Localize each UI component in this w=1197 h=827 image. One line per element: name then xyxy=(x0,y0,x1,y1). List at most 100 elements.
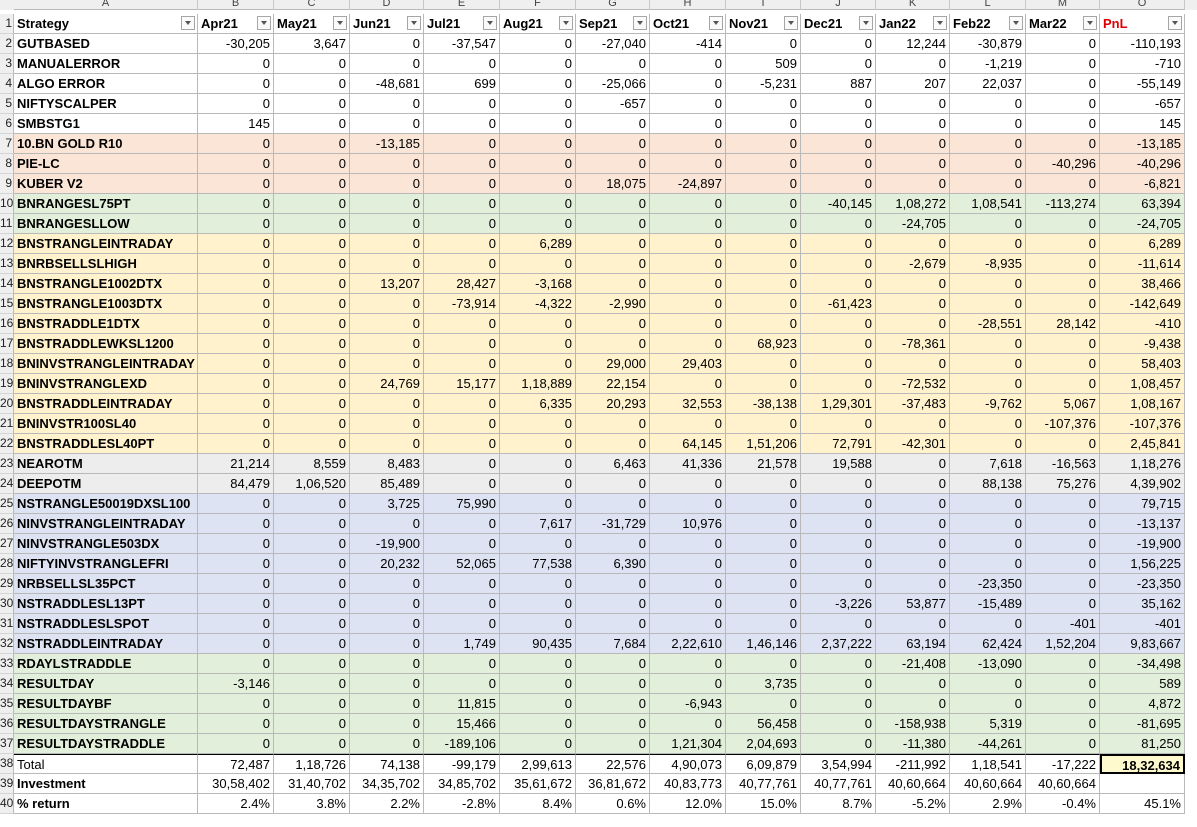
value-cell[interactable]: 20,232 xyxy=(350,554,424,574)
value-cell[interactable]: 0 xyxy=(500,534,576,554)
value-cell[interactable]: 0 xyxy=(726,94,801,114)
return-row-label[interactable]: % return xyxy=(14,794,198,814)
investment-row-value[interactable]: 40,77,761 xyxy=(726,774,801,794)
row-number[interactable]: 37 xyxy=(0,734,14,754)
value-cell[interactable]: 0 xyxy=(801,534,876,554)
return-row-value[interactable]: -0.4% xyxy=(1026,794,1100,814)
value-cell[interactable]: 0 xyxy=(950,134,1026,154)
header-cell-nov21[interactable]: Nov21 xyxy=(726,14,801,34)
row-number[interactable]: 12 xyxy=(0,234,14,254)
value-cell[interactable]: 6,335 xyxy=(500,394,576,414)
return-row-value[interactable]: 12.0% xyxy=(650,794,726,814)
strategy-name-cell[interactable]: NSTRADDLESLSPOT xyxy=(14,614,198,634)
value-cell[interactable]: 0 xyxy=(576,254,650,274)
row-number[interactable]: 9 xyxy=(0,174,14,194)
value-cell[interactable]: 0 xyxy=(424,334,500,354)
value-cell[interactable]: 0 xyxy=(274,614,350,634)
value-cell[interactable]: 0 xyxy=(350,654,424,674)
value-cell[interactable]: 0 xyxy=(576,694,650,714)
filter-dropdown-icon[interactable] xyxy=(1083,16,1097,30)
value-cell[interactable]: 0 xyxy=(424,314,500,334)
value-cell[interactable]: 0 xyxy=(198,234,274,254)
value-cell[interactable]: -61,423 xyxy=(801,294,876,314)
value-cell[interactable]: 0 xyxy=(1026,734,1100,754)
value-cell[interactable]: 0 xyxy=(1026,334,1100,354)
value-cell[interactable]: 0 xyxy=(274,334,350,354)
value-cell[interactable]: 0 xyxy=(650,294,726,314)
total-row-value[interactable]: 4,90,073 xyxy=(650,754,726,774)
value-cell[interactable]: 0 xyxy=(876,234,950,254)
value-cell[interactable]: 0 xyxy=(950,334,1026,354)
row-number[interactable]: 21 xyxy=(0,414,14,434)
pnl-cell[interactable]: 38,466 xyxy=(1100,274,1185,294)
filter-dropdown-icon[interactable] xyxy=(333,16,347,30)
value-cell[interactable]: 0 xyxy=(350,634,424,654)
value-cell[interactable]: 0 xyxy=(500,614,576,634)
column-letter-b[interactable]: B xyxy=(198,0,274,10)
pnl-cell[interactable]: -710 xyxy=(1100,54,1185,74)
filter-dropdown-icon[interactable] xyxy=(709,16,723,30)
row-number[interactable]: 7 xyxy=(0,134,14,154)
value-cell[interactable]: 0 xyxy=(1026,654,1100,674)
value-cell[interactable]: 7,617 xyxy=(500,514,576,534)
grand-total-pnl-cell[interactable]: 18,32,634 xyxy=(1100,754,1185,774)
value-cell[interactable]: 0 xyxy=(876,114,950,134)
pnl-cell[interactable]: -107,376 xyxy=(1100,414,1185,434)
value-cell[interactable]: -31,729 xyxy=(576,514,650,534)
value-cell[interactable]: 0 xyxy=(500,494,576,514)
value-cell[interactable]: 0 xyxy=(1026,694,1100,714)
value-cell[interactable]: 0 xyxy=(350,694,424,714)
value-cell[interactable]: 0 xyxy=(1026,374,1100,394)
value-cell[interactable]: 0 xyxy=(350,674,424,694)
value-cell[interactable]: 22,154 xyxy=(576,374,650,394)
strategy-name-cell[interactable]: RDAYLSTRADDLE xyxy=(14,654,198,674)
value-cell[interactable]: 0 xyxy=(576,574,650,594)
value-cell[interactable]: 0 xyxy=(1026,294,1100,314)
value-cell[interactable]: 0 xyxy=(350,574,424,594)
value-cell[interactable]: 28,427 xyxy=(424,274,500,294)
strategy-name-cell[interactable]: SMBSTG1 xyxy=(14,114,198,134)
investment-row-label[interactable]: Investment xyxy=(14,774,198,794)
value-cell[interactable]: 0 xyxy=(650,314,726,334)
investment-row-value[interactable]: 30,58,402 xyxy=(198,774,274,794)
value-cell[interactable]: 0 xyxy=(1026,174,1100,194)
return-row-value[interactable]: 15.0% xyxy=(726,794,801,814)
value-cell[interactable]: 77,538 xyxy=(500,554,576,574)
value-cell[interactable]: 0 xyxy=(650,714,726,734)
value-cell[interactable]: 0 xyxy=(198,414,274,434)
return-row-value[interactable]: 8.7% xyxy=(801,794,876,814)
value-cell[interactable]: 0 xyxy=(726,534,801,554)
value-cell[interactable]: -30,205 xyxy=(198,34,274,54)
value-cell[interactable]: -24,897 xyxy=(650,174,726,194)
value-cell[interactable]: 0 xyxy=(726,174,801,194)
value-cell[interactable]: 0 xyxy=(726,154,801,174)
value-cell[interactable]: 0 xyxy=(500,34,576,54)
value-cell[interactable]: 0 xyxy=(424,154,500,174)
value-cell[interactable]: -24,705 xyxy=(876,214,950,234)
value-cell[interactable]: 15,466 xyxy=(424,714,500,734)
row-number[interactable]: 6 xyxy=(0,114,14,134)
value-cell[interactable]: 0 xyxy=(576,474,650,494)
value-cell[interactable]: -107,376 xyxy=(1026,414,1100,434)
value-cell[interactable]: -72,532 xyxy=(876,374,950,394)
value-cell[interactable]: 7,618 xyxy=(950,454,1026,474)
value-cell[interactable]: 0 xyxy=(424,354,500,374)
filter-dropdown-icon[interactable] xyxy=(181,16,195,30)
value-cell[interactable]: 0 xyxy=(726,294,801,314)
return-row-value[interactable]: 45.1% xyxy=(1100,794,1185,814)
value-cell[interactable]: 0 xyxy=(198,294,274,314)
value-cell[interactable]: 0 xyxy=(198,594,274,614)
value-cell[interactable]: 0 xyxy=(1026,234,1100,254)
value-cell[interactable]: 0 xyxy=(274,634,350,654)
value-cell[interactable]: -13,185 xyxy=(350,134,424,154)
value-cell[interactable]: 0 xyxy=(876,534,950,554)
value-cell[interactable]: 0 xyxy=(274,274,350,294)
value-cell[interactable]: 0 xyxy=(801,34,876,54)
column-letter-g[interactable]: G xyxy=(576,0,650,10)
value-cell[interactable]: 0 xyxy=(198,334,274,354)
row-number[interactable]: 40 xyxy=(0,794,14,814)
value-cell[interactable]: -15,489 xyxy=(950,594,1026,614)
value-cell[interactable]: 0 xyxy=(198,554,274,574)
pnl-cell[interactable]: 9,83,667 xyxy=(1100,634,1185,654)
value-cell[interactable]: 0 xyxy=(198,614,274,634)
